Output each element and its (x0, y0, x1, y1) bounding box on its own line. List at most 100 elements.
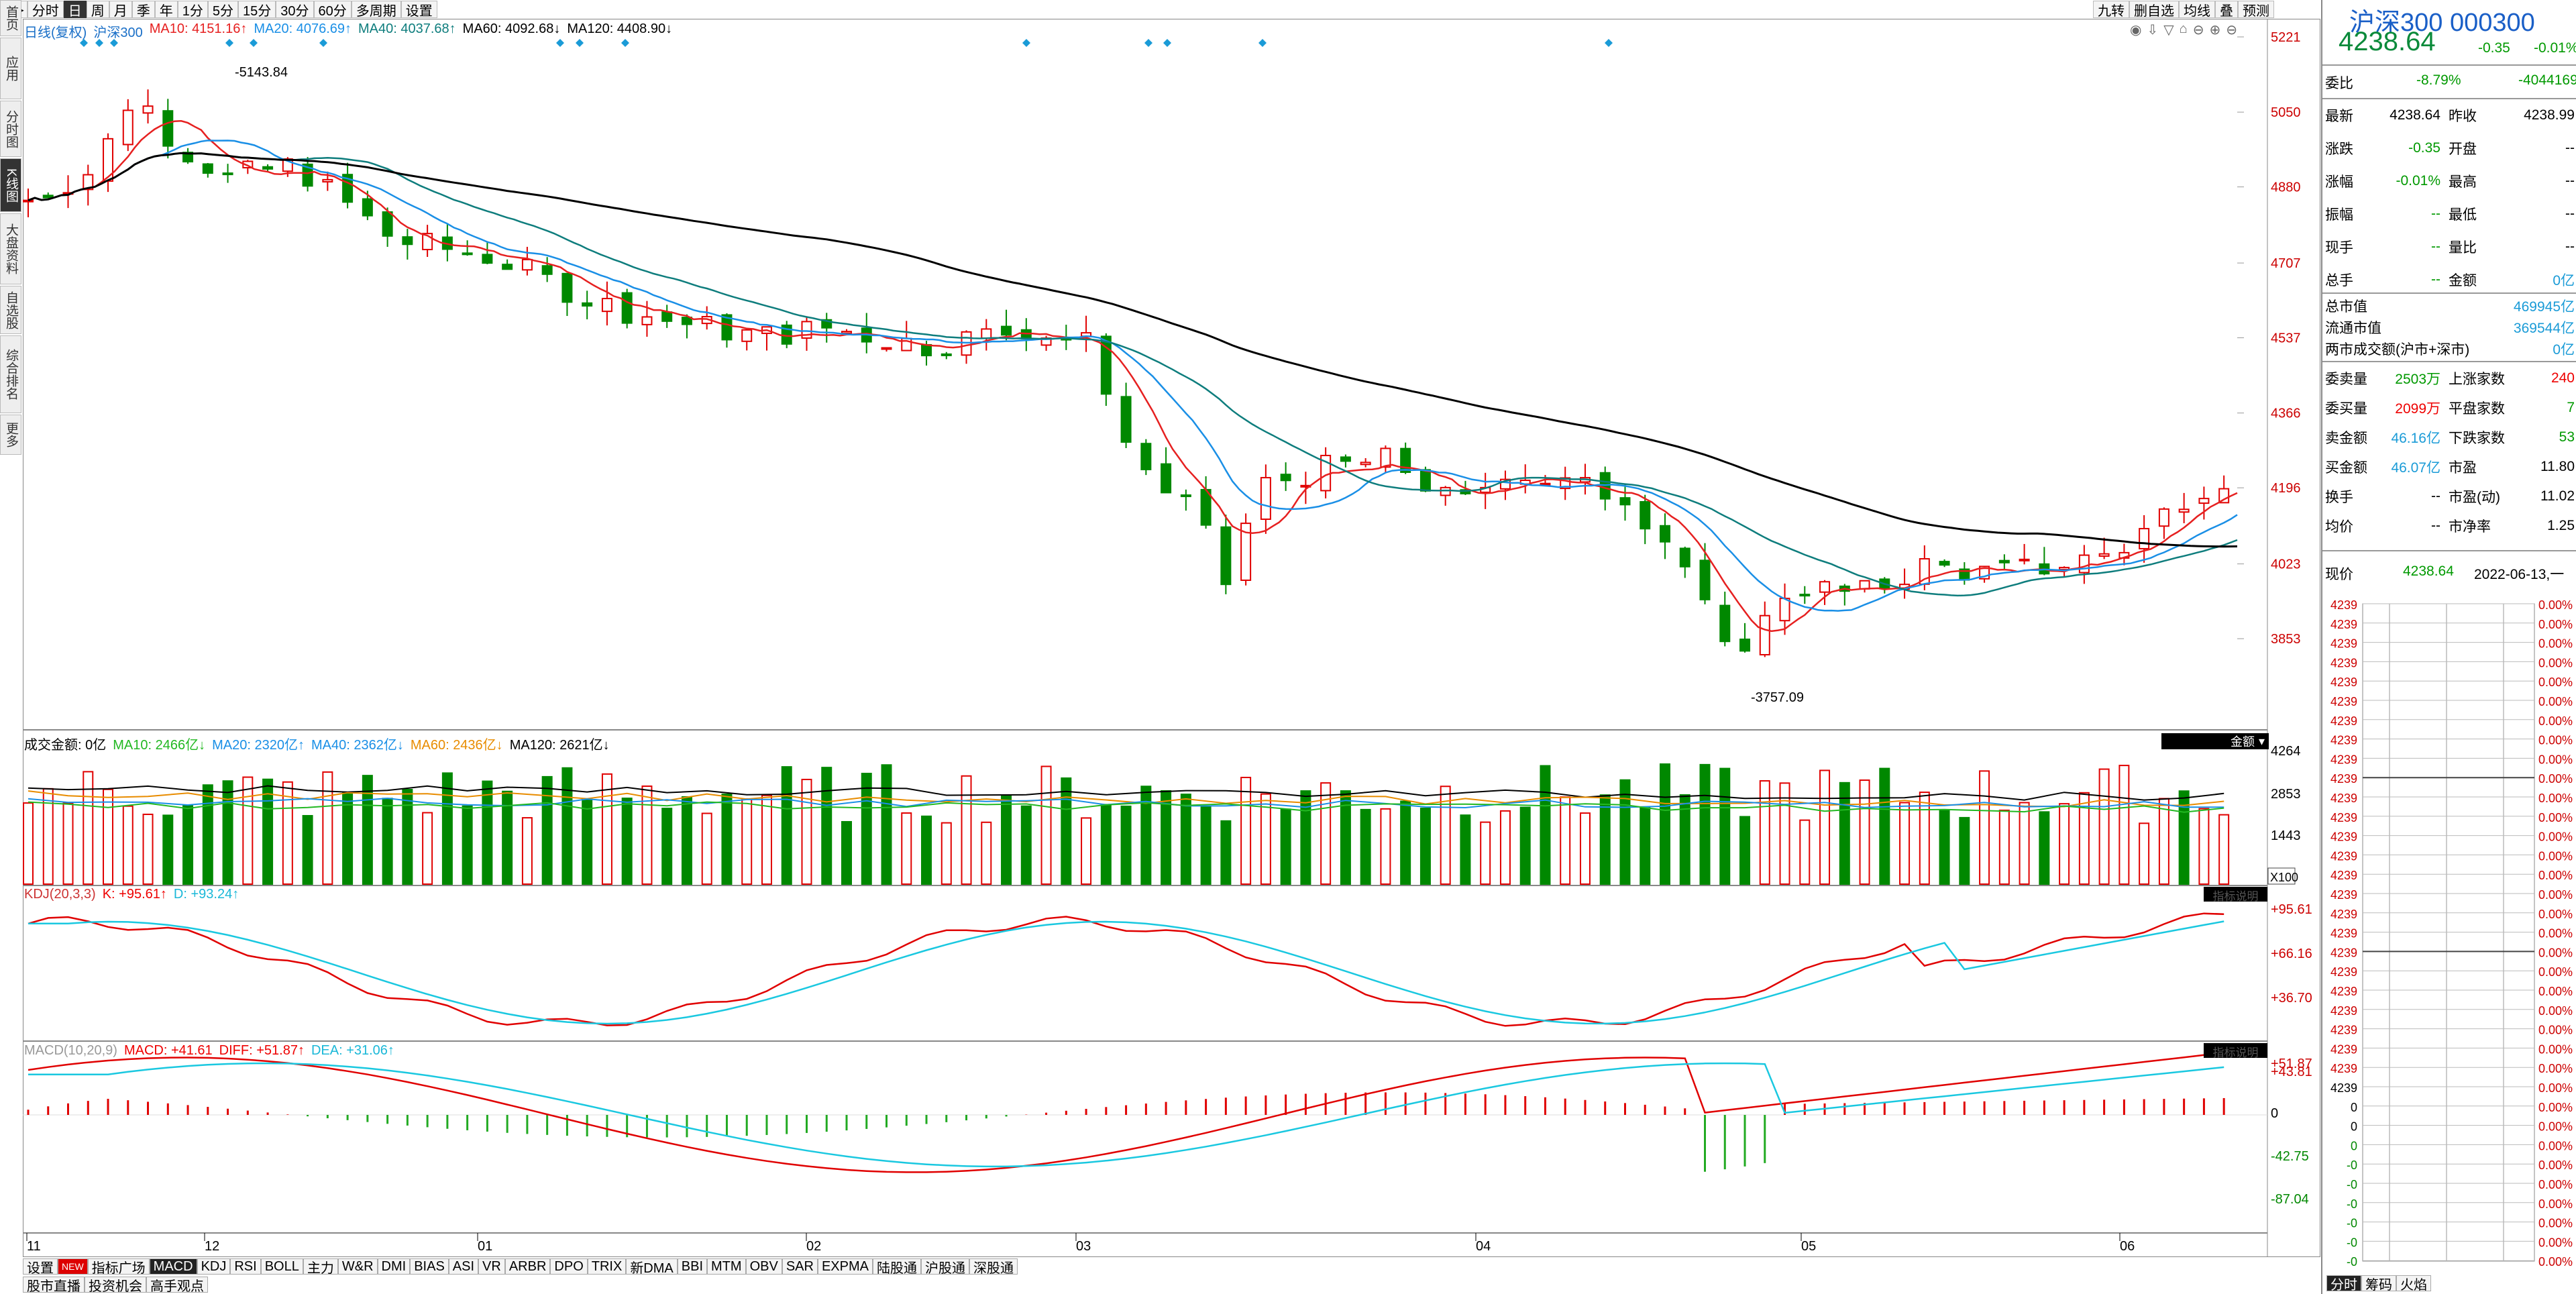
quote-tab[interactable]: 筹码 (2361, 1275, 2396, 1293)
bottom-tab[interactable]: 高手观点 (146, 1277, 208, 1294)
toolbar-right-button[interactable]: 删自选 (2129, 1, 2179, 19)
bottom-tab[interactable]: 股市直播 (23, 1277, 85, 1294)
quote-change: -0.35 (2478, 40, 2510, 56)
period-button[interactable]: 分时 (27, 1, 64, 19)
volume-unit-box (2267, 867, 2296, 885)
indicator-tab[interactable]: NEW (58, 1258, 88, 1275)
event-marker-icon[interactable] (250, 39, 258, 47)
indicator-tab[interactable]: VR (478, 1258, 505, 1275)
indicator-tab[interactable]: W&R (337, 1258, 378, 1275)
left-tab[interactable]: 应用 (0, 38, 21, 99)
indicator-tab[interactable]: KDJ (197, 1258, 231, 1275)
indicator-tab[interactable]: BOLL (260, 1258, 303, 1275)
indicator-tab[interactable]: RSI (230, 1258, 261, 1275)
mini-tick-left: 4239 (2330, 1042, 2357, 1056)
download-icon[interactable]: ⇩ (2147, 23, 2159, 38)
indicator-tab[interactable]: SAR (782, 1258, 818, 1275)
indicator-tab[interactable]: DPO (550, 1258, 588, 1275)
period-button[interactable]: 周 (86, 1, 109, 19)
event-marker-icon[interactable] (556, 39, 564, 47)
left-tab[interactable]: 自选股 (0, 286, 21, 334)
divider (2322, 292, 2576, 294)
indicator-tab[interactable]: 陆股通 (872, 1258, 921, 1276)
volume-axis-label: 1443 (2271, 828, 2301, 843)
left-tab[interactable]: 综合排名 (0, 335, 21, 413)
left-tab[interactable]: K线图 (0, 158, 21, 212)
indicator-tab[interactable]: BBI (677, 1258, 708, 1275)
indicator-tab[interactable]: OBV (745, 1258, 782, 1275)
left-tab[interactable]: 大盘资料 (0, 213, 21, 284)
amount-dropdown[interactable]: 金额 ▾ (2161, 733, 2269, 749)
event-marker-icon[interactable] (319, 39, 327, 47)
mini-tick-right: 0.00% (2538, 888, 2573, 902)
period-button[interactable]: 15分 (238, 1, 276, 19)
quote-label: 最新 (2325, 109, 2353, 124)
left-tab[interactable]: 首页 (0, 0, 21, 36)
close-circle-icon[interactable]: ⊖ (2226, 23, 2237, 38)
left-tab[interactable]: 分时图 (0, 101, 21, 157)
period-button[interactable]: 日 (63, 1, 87, 19)
indicator-tab[interactable]: EXPMA (817, 1258, 873, 1275)
home-icon[interactable]: ⌂ (2179, 21, 2188, 36)
indicator-tab[interactable]: BIAS (410, 1258, 449, 1275)
quote-tab[interactable]: 火焰 (2396, 1275, 2431, 1293)
period-button[interactable]: 月 (109, 1, 132, 19)
indicator-tab[interactable]: TRIX (587, 1258, 627, 1275)
mini-tick-right: 0.00% (2538, 792, 2573, 805)
toolbar-right-button[interactable]: 九转 (2093, 1, 2129, 19)
quote-row: 最新 4238.64 昨收 4238.99 (2322, 101, 2576, 130)
period-button[interactable]: 季 (131, 1, 155, 19)
indicator-tab[interactable]: ASI (448, 1258, 479, 1275)
quote-tab[interactable]: 分时 (2326, 1275, 2361, 1293)
event-marker-icon[interactable] (1258, 39, 1267, 47)
weibi-label: 委比 (2325, 76, 2353, 91)
toolbar-right-button[interactable]: 均线 (2179, 1, 2215, 19)
event-marker-icon[interactable] (576, 39, 584, 47)
macd-help-button[interactable]: 指标说明 (2204, 1043, 2267, 1059)
zoom-in-icon[interactable]: ⊕ (2209, 23, 2221, 38)
event-marker-icon[interactable] (1022, 39, 1030, 47)
candle-body (1140, 443, 1152, 470)
left-tab[interactable]: 更多 (0, 415, 21, 455)
intraday-mini-chart[interactable]: 4239 0.00% 4239 0.00% 4239 0.00% 4239 0.00% 4239… (2322, 590, 2576, 1275)
indicator-tab[interactable]: 主力 (303, 1258, 338, 1276)
quote-label: 现手 (2325, 240, 2353, 256)
zoom-out-icon[interactable]: ⊖ (2192, 23, 2204, 38)
event-marker-icon[interactable] (621, 39, 629, 47)
toolbar-right-button[interactable]: 叠 (2215, 1, 2238, 19)
quote-label: 均价 (2325, 519, 2353, 535)
indicator-tab[interactable]: DMI (377, 1258, 411, 1275)
kdj-help-button[interactable]: 指标说明 (2204, 887, 2267, 903)
event-marker-icon[interactable] (1605, 39, 1613, 47)
toolbar-right-button[interactable]: 预测 (2238, 1, 2274, 19)
bottom-tab[interactable]: 投资机会 (85, 1277, 146, 1294)
indicator-tab[interactable]: 沪股通 (920, 1258, 969, 1276)
macd-axis-label: -42.75 (2271, 1149, 2309, 1164)
period-button[interactable]: 60分 (313, 1, 352, 19)
period-button[interactable]: 多周期 (351, 1, 401, 19)
period-button[interactable]: 5分 (207, 1, 239, 19)
period-button[interactable]: 30分 (276, 1, 314, 19)
indicator-tab[interactable]: MACD (149, 1258, 197, 1275)
fold-icon[interactable]: ▽ (2163, 23, 2174, 38)
candle-body (1440, 486, 1451, 496)
event-marker-icon[interactable] (80, 39, 88, 47)
period-button[interactable]: 1分 (177, 1, 208, 19)
indicator-tab[interactable]: 设置 (23, 1258, 58, 1276)
mini-tick-left: 4239 (2330, 927, 2357, 940)
indicator-tab[interactable]: 深股通 (969, 1258, 1018, 1276)
indicator-tab[interactable]: ARBR (504, 1258, 551, 1275)
event-marker-icon[interactable] (1144, 39, 1152, 47)
indicator-tab[interactable]: 新DMA (626, 1258, 678, 1276)
macd-diff: DIFF: +51.87↑ (219, 1043, 305, 1058)
event-marker-icon[interactable] (1163, 39, 1171, 47)
event-marker-icon[interactable] (110, 39, 118, 47)
eye-icon[interactable]: ◉ (2130, 23, 2142, 38)
period-button[interactable]: 年 (154, 1, 178, 19)
indicator-tab[interactable]: 指标广场 (87, 1258, 150, 1276)
event-marker-icon[interactable] (95, 39, 103, 47)
event-marker-icon[interactable] (225, 39, 233, 47)
indicator-tab[interactable]: MTM (707, 1258, 746, 1275)
period-button[interactable]: 设置 (400, 1, 437, 19)
